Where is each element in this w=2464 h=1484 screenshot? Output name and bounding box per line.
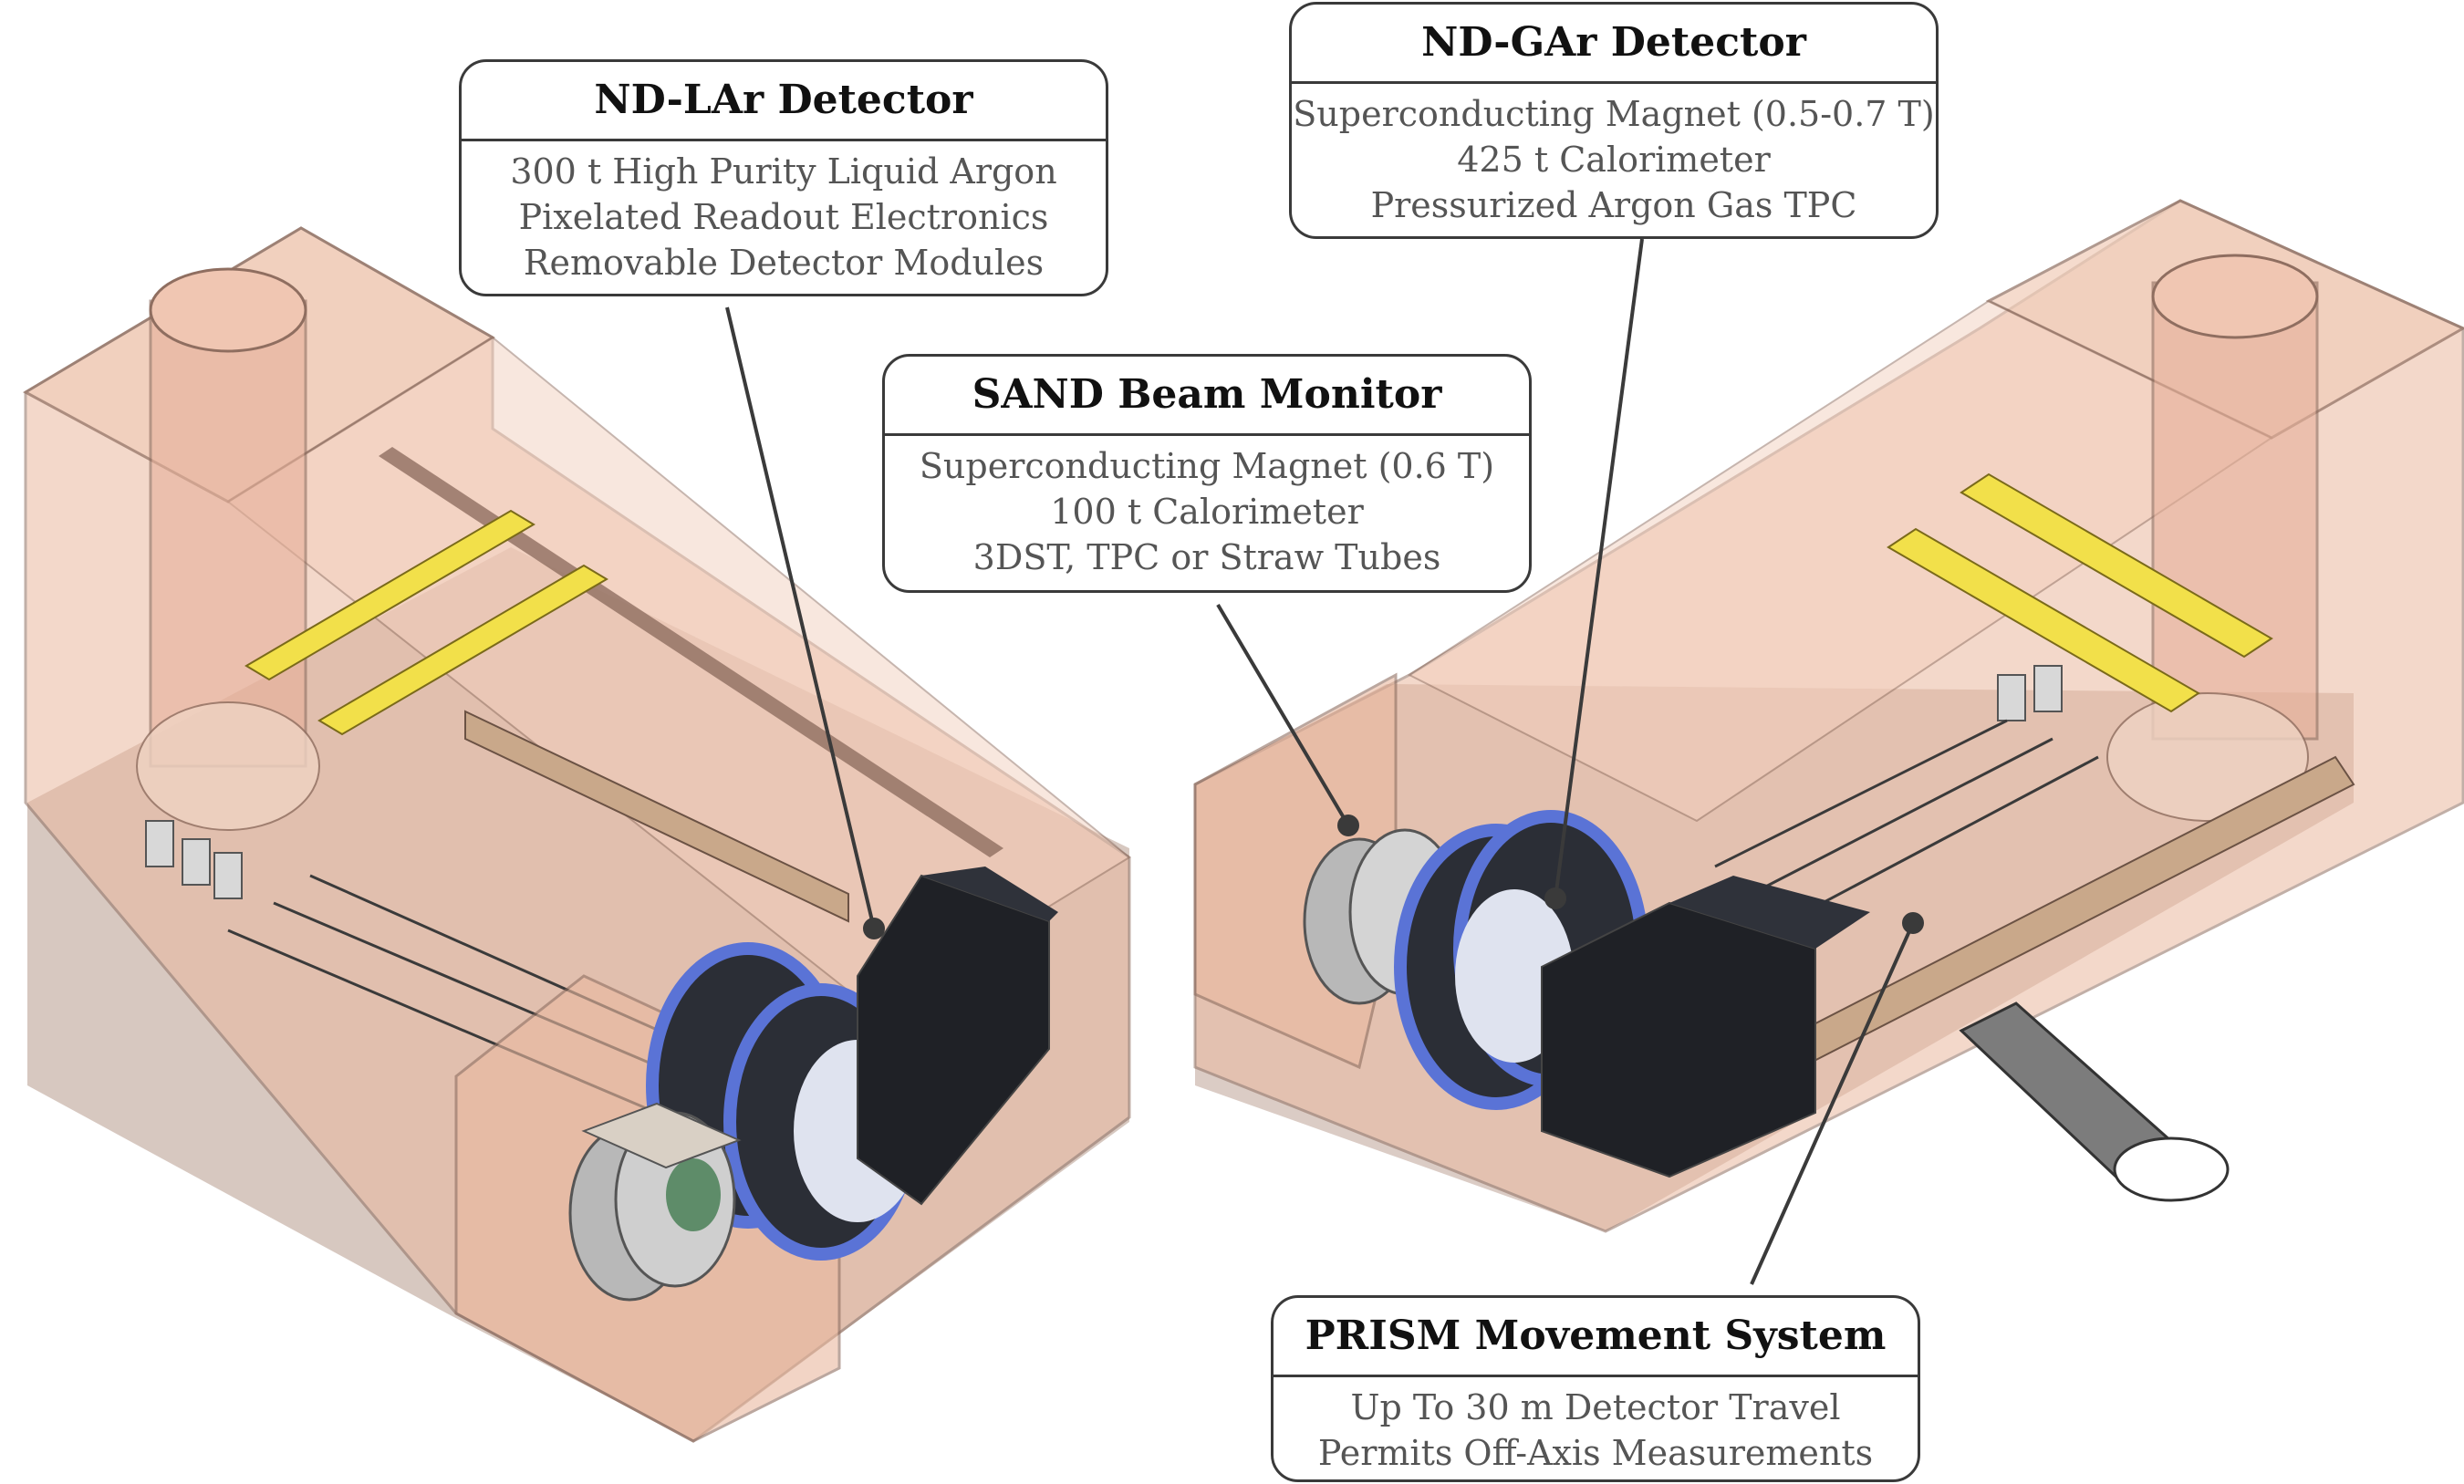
ndlar-callout-line: 300 t High Purity Liquid Argon <box>510 151 1057 192</box>
sand-callout-line: Superconducting Magnet (0.6 T) <box>919 446 1495 486</box>
prism-callout-line: Up To 30 m Detector Travel <box>1350 1387 1841 1427</box>
ndgar-callout-line: 425 t Calorimeter <box>1457 140 1771 180</box>
left-sand-detector <box>568 1102 742 1302</box>
prism-callout-line: Permits Off-Axis Measurements <box>1317 1433 1874 1473</box>
sand-leader-line <box>1216 603 1350 827</box>
ndgar-leader-dot <box>1544 887 1566 909</box>
right-ndlar-detector <box>1541 876 1870 1178</box>
right-hall <box>1193 199 2464 1233</box>
right-floor-tracks <box>1714 719 2099 923</box>
left-gas-tanks <box>145 820 243 899</box>
right-shaft-cylinder <box>2151 281 2319 741</box>
sand-callout-line: 3DST, TPC or Straw Tubes <box>972 537 1441 577</box>
leader-lines <box>725 238 1924 1285</box>
ndgar-callout-line: Pressurized Argon Gas TPC <box>1370 185 1857 225</box>
sand-callout: SAND Beam Monitor Superconducting Magnet… <box>882 354 1532 593</box>
ndlar-callout-body: 300 t High Purity Liquid Argon Pixelated… <box>462 141 1106 285</box>
left-hall <box>22 226 1131 1443</box>
left-hall-roof <box>226 336 1131 1014</box>
left-shaft-top <box>149 267 307 353</box>
ndgar-leader-line <box>1554 238 1644 899</box>
prism-callout-title: PRISM Movement System <box>1274 1298 1918 1377</box>
sand-leader-dot <box>1337 815 1359 836</box>
right-shaft-top <box>2151 254 2319 339</box>
right-beam-pipe-end <box>2113 1136 2230 1202</box>
left-crane-beam-2 <box>317 564 608 736</box>
ndlar-callout: ND-LAr Detector 300 t High Purity Liquid… <box>459 59 1108 296</box>
prism-leader-line <box>1750 922 1915 1285</box>
left-shaft-bottom <box>136 701 320 831</box>
ndlar-leader-dot <box>863 918 885 939</box>
sand-callout-title: SAND Beam Monitor <box>885 357 1529 436</box>
ndgar-callout-title: ND-GAr Detector <box>1292 5 1936 84</box>
left-crane-beam-1 <box>244 509 535 681</box>
sand-callout-body: Superconducting Magnet (0.6 T) 100 t Cal… <box>885 436 1529 580</box>
left-shaft-cylinder <box>149 299 307 768</box>
ndlar-callout-title: ND-LAr Detector <box>462 62 1106 141</box>
left-ndlar-detector <box>857 867 1058 1206</box>
left-rack-row <box>464 710 849 923</box>
ndlar-callout-line: Pixelated Readout Electronics <box>518 197 1049 237</box>
right-crane-beam-2 <box>1960 472 2273 659</box>
right-crane-beam-1 <box>1887 527 2200 713</box>
ndgar-callout: ND-GAr Detector Superconducting Magnet (… <box>1289 2 1939 239</box>
ndgar-callout-body: Superconducting Magnet (0.5-0.7 T) 425 t… <box>1292 84 1936 228</box>
ndlar-callout-line: Removable Detector Modules <box>523 243 1045 283</box>
ndlar-leader-line <box>725 306 876 929</box>
right-shaft-bottom <box>2106 692 2309 822</box>
right-gas-tanks <box>1997 665 2063 721</box>
prism-callout: PRISM Movement System Up To 30 m Detecto… <box>1271 1295 1920 1482</box>
sand-callout-line: 100 t Calorimeter <box>1050 492 1364 532</box>
prism-leader-dot <box>1902 912 1924 934</box>
ndgar-callout-line: Superconducting Magnet (0.5-0.7 T) <box>1293 94 1935 134</box>
left-crane-rail <box>379 447 1003 857</box>
prism-callout-body: Up To 30 m Detector Travel Permits Off-A… <box>1274 1377 1918 1476</box>
